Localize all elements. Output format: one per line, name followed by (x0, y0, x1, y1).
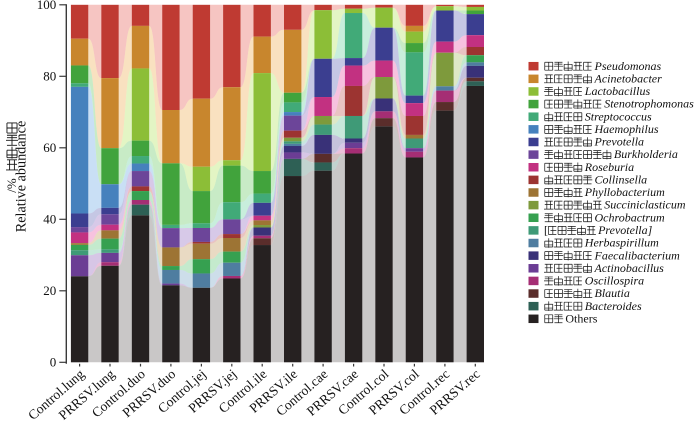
svg-text:[: [ (544, 223, 548, 237)
svg-text:Burkholderia: Burkholderia (614, 147, 678, 161)
svg-text:Stenotrophomonas: Stenotrophomonas (604, 97, 694, 111)
svg-text:Ochrobactrum: Ochrobactrum (595, 210, 666, 224)
svg-text:80: 80 (43, 69, 56, 84)
svg-text:60: 60 (43, 140, 56, 155)
svg-text:Succiniclasticum: Succiniclasticum (604, 198, 686, 212)
svg-text:Herbaspirillum: Herbaspirillum (584, 236, 659, 250)
svg-text:100: 100 (37, 0, 57, 12)
svg-text:Streptococcus: Streptococcus (585, 109, 652, 123)
svg-text:Others: Others (565, 311, 597, 325)
svg-text:Lactobacillus: Lactobacillus (584, 84, 651, 98)
svg-text:Collinsella: Collinsella (595, 173, 648, 187)
svg-text:Prevotella]: Prevotella] (597, 223, 653, 237)
svg-text:Haemophilus: Haemophilus (594, 122, 659, 136)
svg-text:Phyllobacterium: Phyllobacterium (584, 185, 665, 199)
svg-text:Actinobacillus: Actinobacillus (594, 261, 665, 275)
svg-text:Roseburia: Roseburia (584, 160, 634, 174)
svg-text:40: 40 (43, 212, 56, 227)
svg-text:/%: /% (4, 178, 19, 193)
svg-text:Relative abundance: Relative abundance (14, 121, 30, 232)
svg-text:Acinetobacter: Acinetobacter (594, 71, 663, 85)
svg-text:Bacteroides: Bacteroides (585, 299, 642, 313)
svg-text:Oscillospira: Oscillospira (585, 274, 644, 288)
svg-text:Prevotella: Prevotella (594, 135, 645, 149)
svg-text:Blautia: Blautia (595, 286, 630, 300)
svg-text:Pseudomonas: Pseudomonas (594, 59, 662, 73)
svg-text:0: 0 (50, 355, 57, 370)
svg-text:20: 20 (43, 283, 56, 298)
svg-text:Faecalibacterium: Faecalibacterium (594, 248, 681, 262)
